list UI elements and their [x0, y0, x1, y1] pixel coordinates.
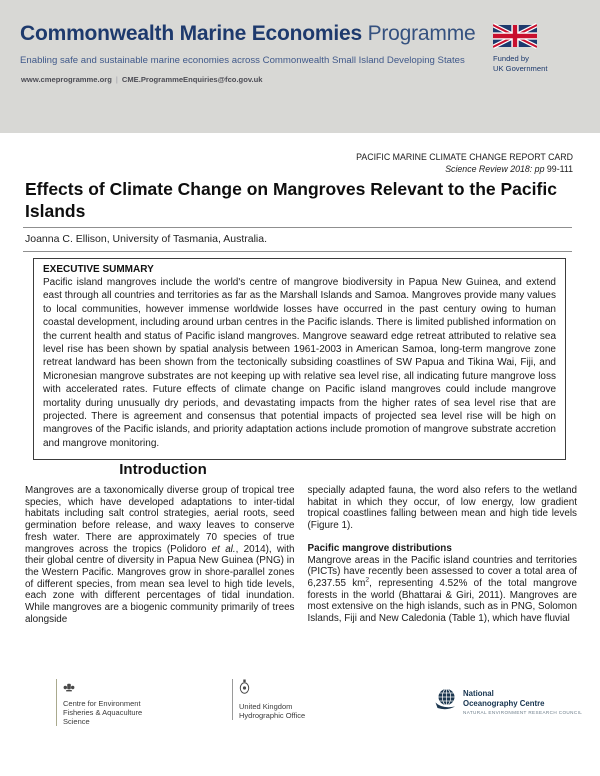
- intro-left-etal-italic: et al.: [211, 543, 236, 555]
- ukho-line2: Hydrographic Office: [239, 711, 306, 721]
- funded-by-line1: Funded by: [493, 54, 529, 63]
- noc-logo: National Oceanography Centre NATURAL ENV…: [434, 688, 582, 716]
- programme-tagline: Enabling safe and sustainable marine eco…: [20, 55, 465, 66]
- executive-summary-heading: EXECUTIVE SUMMARY: [43, 264, 154, 275]
- programme-email-link[interactable]: CME.ProgrammeEnquiries@fco.gov.uk: [121, 75, 263, 84]
- funded-by-line2: UK Government: [493, 63, 548, 73]
- noc-line1: National: [463, 689, 494, 698]
- science-review-pages: 99-111: [546, 164, 573, 175]
- executive-summary-body: Pacific island mangroves include the wor…: [43, 277, 556, 449]
- programme-header-banner: Commonwealth Marine Economies Programme …: [0, 0, 600, 133]
- uk-flag-icon: [493, 21, 573, 51]
- introduction-heading: Introduction: [119, 461, 207, 478]
- intro-right-paragraph1: specially adapted fauna, the word also r…: [307, 485, 578, 532]
- report-card-review-line: Science Review 2018: pp 99-111: [356, 163, 573, 175]
- pacific-distributions-subheading: Pacific mangrove distributions: [307, 542, 452, 554]
- noc-council-line: NATURAL ENVIRONMENT RESEARCH COUNCIL: [463, 710, 583, 716]
- separator-pipe: |: [115, 75, 118, 84]
- ukho-line1: United Kingdom: [239, 702, 293, 711]
- intro-left-text-b: , 2014), with their global centre of div…: [25, 543, 295, 625]
- uk-funding-block: Funded by UK Government: [493, 21, 573, 74]
- intro-right-column: specially adapted fauna, the word also r…: [308, 485, 578, 625]
- programme-title-light: Programme: [361, 22, 476, 45]
- programme-title: Commonwealth Marine Economies Programme: [20, 22, 476, 46]
- intro-left-text-a: Mangroves are a taxonomically diverse gr…: [25, 485, 295, 555]
- funded-by-label: Funded by UK Government: [493, 54, 573, 74]
- cefas-logo-text: Centre for Environment Fisheries & Aquac…: [63, 699, 142, 726]
- cefas-line1: Centre for Environment: [63, 699, 141, 708]
- two-column-body: Mangroves are a taxonomically diverse gr…: [25, 485, 577, 625]
- cefas-line3: Science: [63, 717, 90, 727]
- ukho-logo: United Kingdom Hydrographic Office: [232, 679, 305, 721]
- science-review-italic: Science Review 2018: pp: [445, 164, 547, 175]
- executive-summary-box: EXECUTIVE SUMMARY Pacific island mangrov…: [33, 258, 566, 461]
- noc-logo-text: National Oceanography Centre NATURAL ENV…: [463, 689, 582, 715]
- cefas-royal-crest-icon: [63, 679, 142, 697]
- intro-right-paragraph2: Mangrove areas in the Pacific island cou…: [308, 555, 578, 625]
- report-card-heading: PACIFIC MARINE CLIMATE CHANGE REPORT CAR…: [356, 151, 573, 176]
- noc-line2: Oceanography Centre: [463, 698, 545, 708]
- intro-right-text-b: , representing 4.52% of the total mangro…: [307, 577, 578, 625]
- ukho-logo-text: United Kingdom Hydrographic Office: [239, 702, 305, 720]
- partner-logos-footer: Centre for Environment Fisheries & Aquac…: [0, 679, 600, 727]
- cefas-line2: Fisheries & Aquaculture: [63, 708, 143, 718]
- programme-title-bold: Commonwealth Marine Economies: [20, 22, 362, 45]
- km-squared-superscript: 2: [365, 576, 370, 584]
- programme-contact-line: www.cmeprogramme.org | CME.ProgrammeEnquir…: [21, 75, 262, 84]
- page-title: Effects of Climate Change on Mangroves R…: [25, 179, 557, 221]
- intro-right-text-a: Mangrove areas in the Pacific island cou…: [307, 554, 578, 589]
- cefas-logo: Centre for Environment Fisheries & Aquac…: [56, 679, 142, 727]
- report-card-series-title: PACIFIC MARINE CLIMATE CHANGE REPORT CAR…: [356, 152, 573, 162]
- programme-website-link[interactable]: www.cmeprogramme.org: [21, 75, 112, 84]
- intro-left-column: Mangroves are a taxonomically diverse gr…: [25, 485, 295, 625]
- divider-rule-bottom: [23, 251, 572, 252]
- author-line: Joanna C. Ellison, University of Tasmani…: [25, 233, 268, 245]
- divider-rule-top: [23, 227, 572, 228]
- noc-globe-icon: [434, 688, 457, 716]
- ukho-emblem-icon: [239, 679, 305, 700]
